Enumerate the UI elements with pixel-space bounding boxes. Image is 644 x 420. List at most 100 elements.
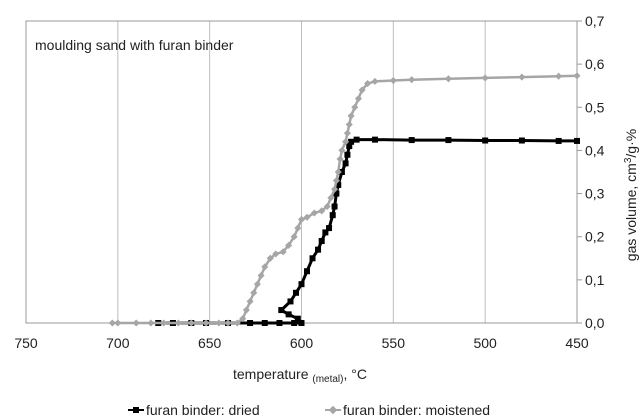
data-point [294, 224, 302, 232]
data-point [327, 194, 335, 202]
legend-label-moistened: furan binder: moistened [343, 402, 490, 418]
data-point [253, 280, 261, 288]
x-tick-label: 650 [198, 335, 222, 351]
data-point [215, 319, 223, 327]
data-point [261, 320, 268, 326]
data-point [343, 129, 351, 137]
legend-item-moistened: furan binder: moistened [325, 402, 490, 418]
data-point [174, 319, 182, 327]
vertical-gridlines [117, 21, 486, 323]
legend-label-dried: furan binder: dried [146, 402, 260, 418]
data-point [354, 95, 362, 103]
data-point [518, 73, 526, 81]
data-point [239, 315, 247, 323]
chart-annotation: moulding sand with furan binder [35, 37, 234, 53]
data-point [315, 246, 322, 253]
data-point [482, 137, 489, 144]
data-point [323, 202, 331, 211]
data-point [114, 319, 122, 327]
data-point [348, 138, 355, 145]
data-point [318, 207, 326, 215]
data-point [246, 297, 254, 305]
x-axis-title-tail: , °C [344, 366, 368, 382]
data-point [285, 311, 292, 318]
data-point [444, 75, 452, 83]
data-point [298, 320, 305, 326]
data-point [344, 151, 351, 158]
data-point [336, 155, 344, 163]
legend: furan binder: dried furan binder: moiste… [128, 402, 490, 418]
data-point [338, 146, 346, 154]
data-point [261, 263, 269, 271]
y-axis-title-tail: /g·% [623, 129, 639, 158]
data-point [285, 241, 293, 249]
x-tick-label: 550 [382, 335, 406, 351]
x-tick-label: 450 [565, 335, 589, 351]
data-point [358, 86, 366, 94]
y-tick-label: 0,7 [585, 13, 605, 29]
y-tick-label: 0,0 [585, 315, 605, 331]
data-point [224, 319, 232, 327]
data-point [132, 319, 140, 327]
data-point [445, 137, 452, 144]
data-point [389, 77, 397, 85]
data-point [347, 112, 355, 120]
legend-item-dried: furan binder: dried [128, 402, 260, 418]
x-axis-title-subscript: (metal) [312, 374, 343, 385]
data-point [334, 168, 342, 176]
data-point [518, 137, 525, 144]
data-point [108, 319, 116, 327]
data-point [266, 254, 274, 262]
y-tick-label: 0,4 [585, 142, 605, 158]
data-point [408, 76, 416, 84]
data-point [332, 177, 340, 185]
data-point [408, 137, 415, 144]
data-point [353, 136, 360, 143]
series-line-0 [158, 138, 577, 325]
data-point [310, 209, 318, 217]
data-point [481, 74, 489, 82]
data-point [287, 298, 294, 305]
data-point [233, 319, 241, 327]
data-point [303, 213, 311, 221]
data-point [309, 255, 316, 262]
data-point [573, 72, 581, 80]
data-point [364, 80, 372, 88]
data-point [322, 229, 329, 236]
data-point [371, 77, 379, 85]
data-point [555, 137, 562, 144]
data-point [331, 203, 338, 210]
data-point [574, 137, 580, 144]
y-axis-ticks: 0,0 0,1 0,2 0,3 0,4 0,5 0,6 0,7 [577, 13, 605, 331]
data-point [291, 320, 298, 326]
y-tick-label: 0,5 [585, 99, 605, 115]
data-point [333, 190, 340, 197]
x-tick-label: 750 [14, 335, 38, 351]
data-point [304, 268, 311, 275]
x-tick-label: 500 [473, 335, 497, 351]
data-point [555, 72, 563, 80]
data-point [290, 233, 298, 241]
data-point [345, 121, 353, 129]
data-point [257, 272, 265, 280]
data-point [329, 212, 336, 219]
data-point [160, 319, 168, 327]
data-point [371, 136, 378, 143]
data-point [278, 307, 285, 314]
y-tick-label: 0,2 [585, 229, 605, 245]
x-tick-label: 700 [106, 335, 130, 351]
data-point [326, 225, 333, 232]
data-point [331, 185, 339, 193]
series-0 [155, 136, 580, 326]
data-point [202, 319, 210, 327]
y-tick-label: 0,6 [585, 56, 605, 72]
data-point [147, 319, 155, 327]
series-1 [108, 72, 581, 327]
data-point [292, 289, 299, 296]
data-point [335, 181, 342, 188]
series-layer [108, 72, 581, 327]
data-point [187, 319, 195, 327]
data-point [338, 169, 345, 175]
data-point [342, 138, 350, 146]
